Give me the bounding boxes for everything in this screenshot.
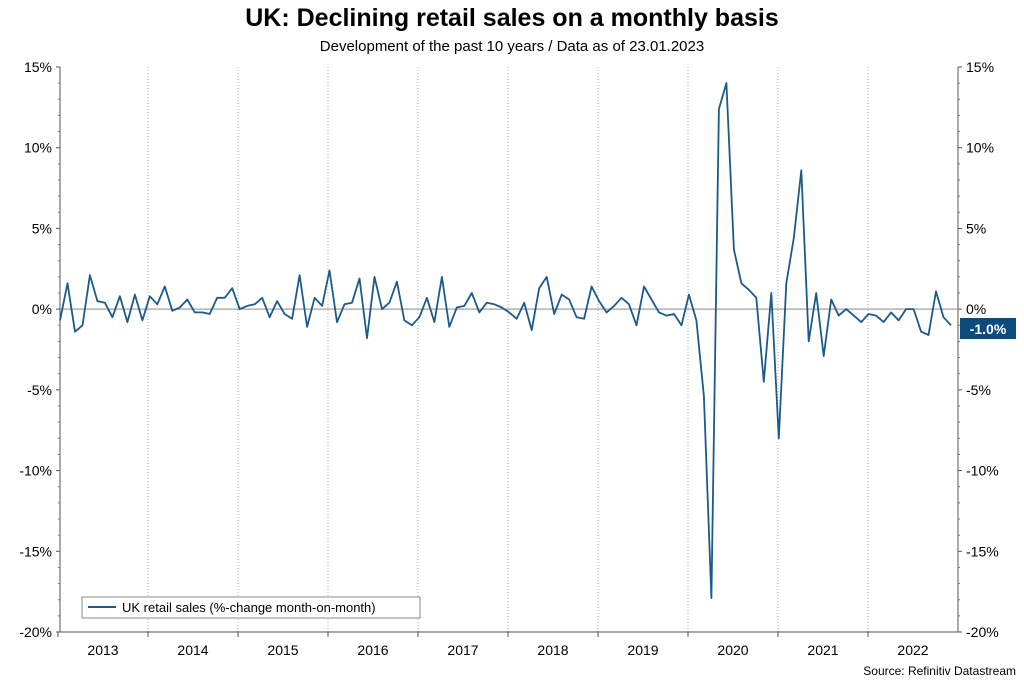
y-tick-label-left: 5% [32, 220, 52, 236]
x-tick-label: 2017 [447, 642, 478, 658]
tick-labels: 15% 15% 10% 10% 5% 5% 0% 0% -5% -5% -10% -10% -15% -1… [19, 59, 998, 658]
y-tick-label-right: 15% [966, 59, 994, 75]
y-tick-label-right: -10% [966, 463, 999, 479]
y-tick-label-left: 10% [24, 140, 52, 156]
y-tick-label-left: -5% [27, 382, 52, 398]
x-tick-label: 2016 [357, 642, 388, 658]
legend: UK retail sales (%-change month-on-month… [81, 596, 421, 619]
y-tick-label-left: 15% [24, 59, 52, 75]
y-tick-label-left: -15% [19, 543, 52, 559]
x-tick-label: 2021 [807, 642, 838, 658]
source-note: Source: Refinitiv Datastream [863, 664, 1016, 678]
axes [56, 66, 962, 637]
y-tick-label-left: -10% [19, 463, 52, 479]
x-tick-label: 2013 [87, 642, 118, 658]
y-tick-label-left: -20% [19, 624, 52, 640]
grid [147, 67, 869, 632]
x-tick-label: 2014 [177, 642, 208, 658]
x-tick-label: 2020 [717, 642, 748, 658]
x-tick-label: 2019 [627, 642, 658, 658]
legend-entry: UK retail sales (%-change month-on-month… [122, 600, 376, 615]
y-tick-label-right: -5% [966, 382, 991, 398]
x-tick-label: 2022 [897, 642, 928, 658]
chart-subtitle: Development of the past 10 years / Data … [319, 38, 705, 55]
y-tick-label-right: 0% [966, 301, 986, 317]
last-value-label: -1.0% [970, 321, 1007, 337]
chart-title: UK: Declining retail sales on a monthly … [245, 4, 779, 32]
y-tick-label-right: 10% [966, 140, 994, 156]
series [59, 82, 952, 599]
retail-sales-line [59, 82, 952, 599]
last-value-badge: -1.0% [960, 318, 1016, 339]
y-tick-label-right: 5% [966, 220, 986, 236]
y-tick-label-right: -20% [966, 624, 999, 640]
y-tick-label-left: 0% [32, 301, 52, 317]
x-tick-label: 2015 [267, 642, 298, 658]
x-tick-label: 2018 [537, 642, 568, 658]
y-tick-label-right: -15% [966, 543, 999, 559]
